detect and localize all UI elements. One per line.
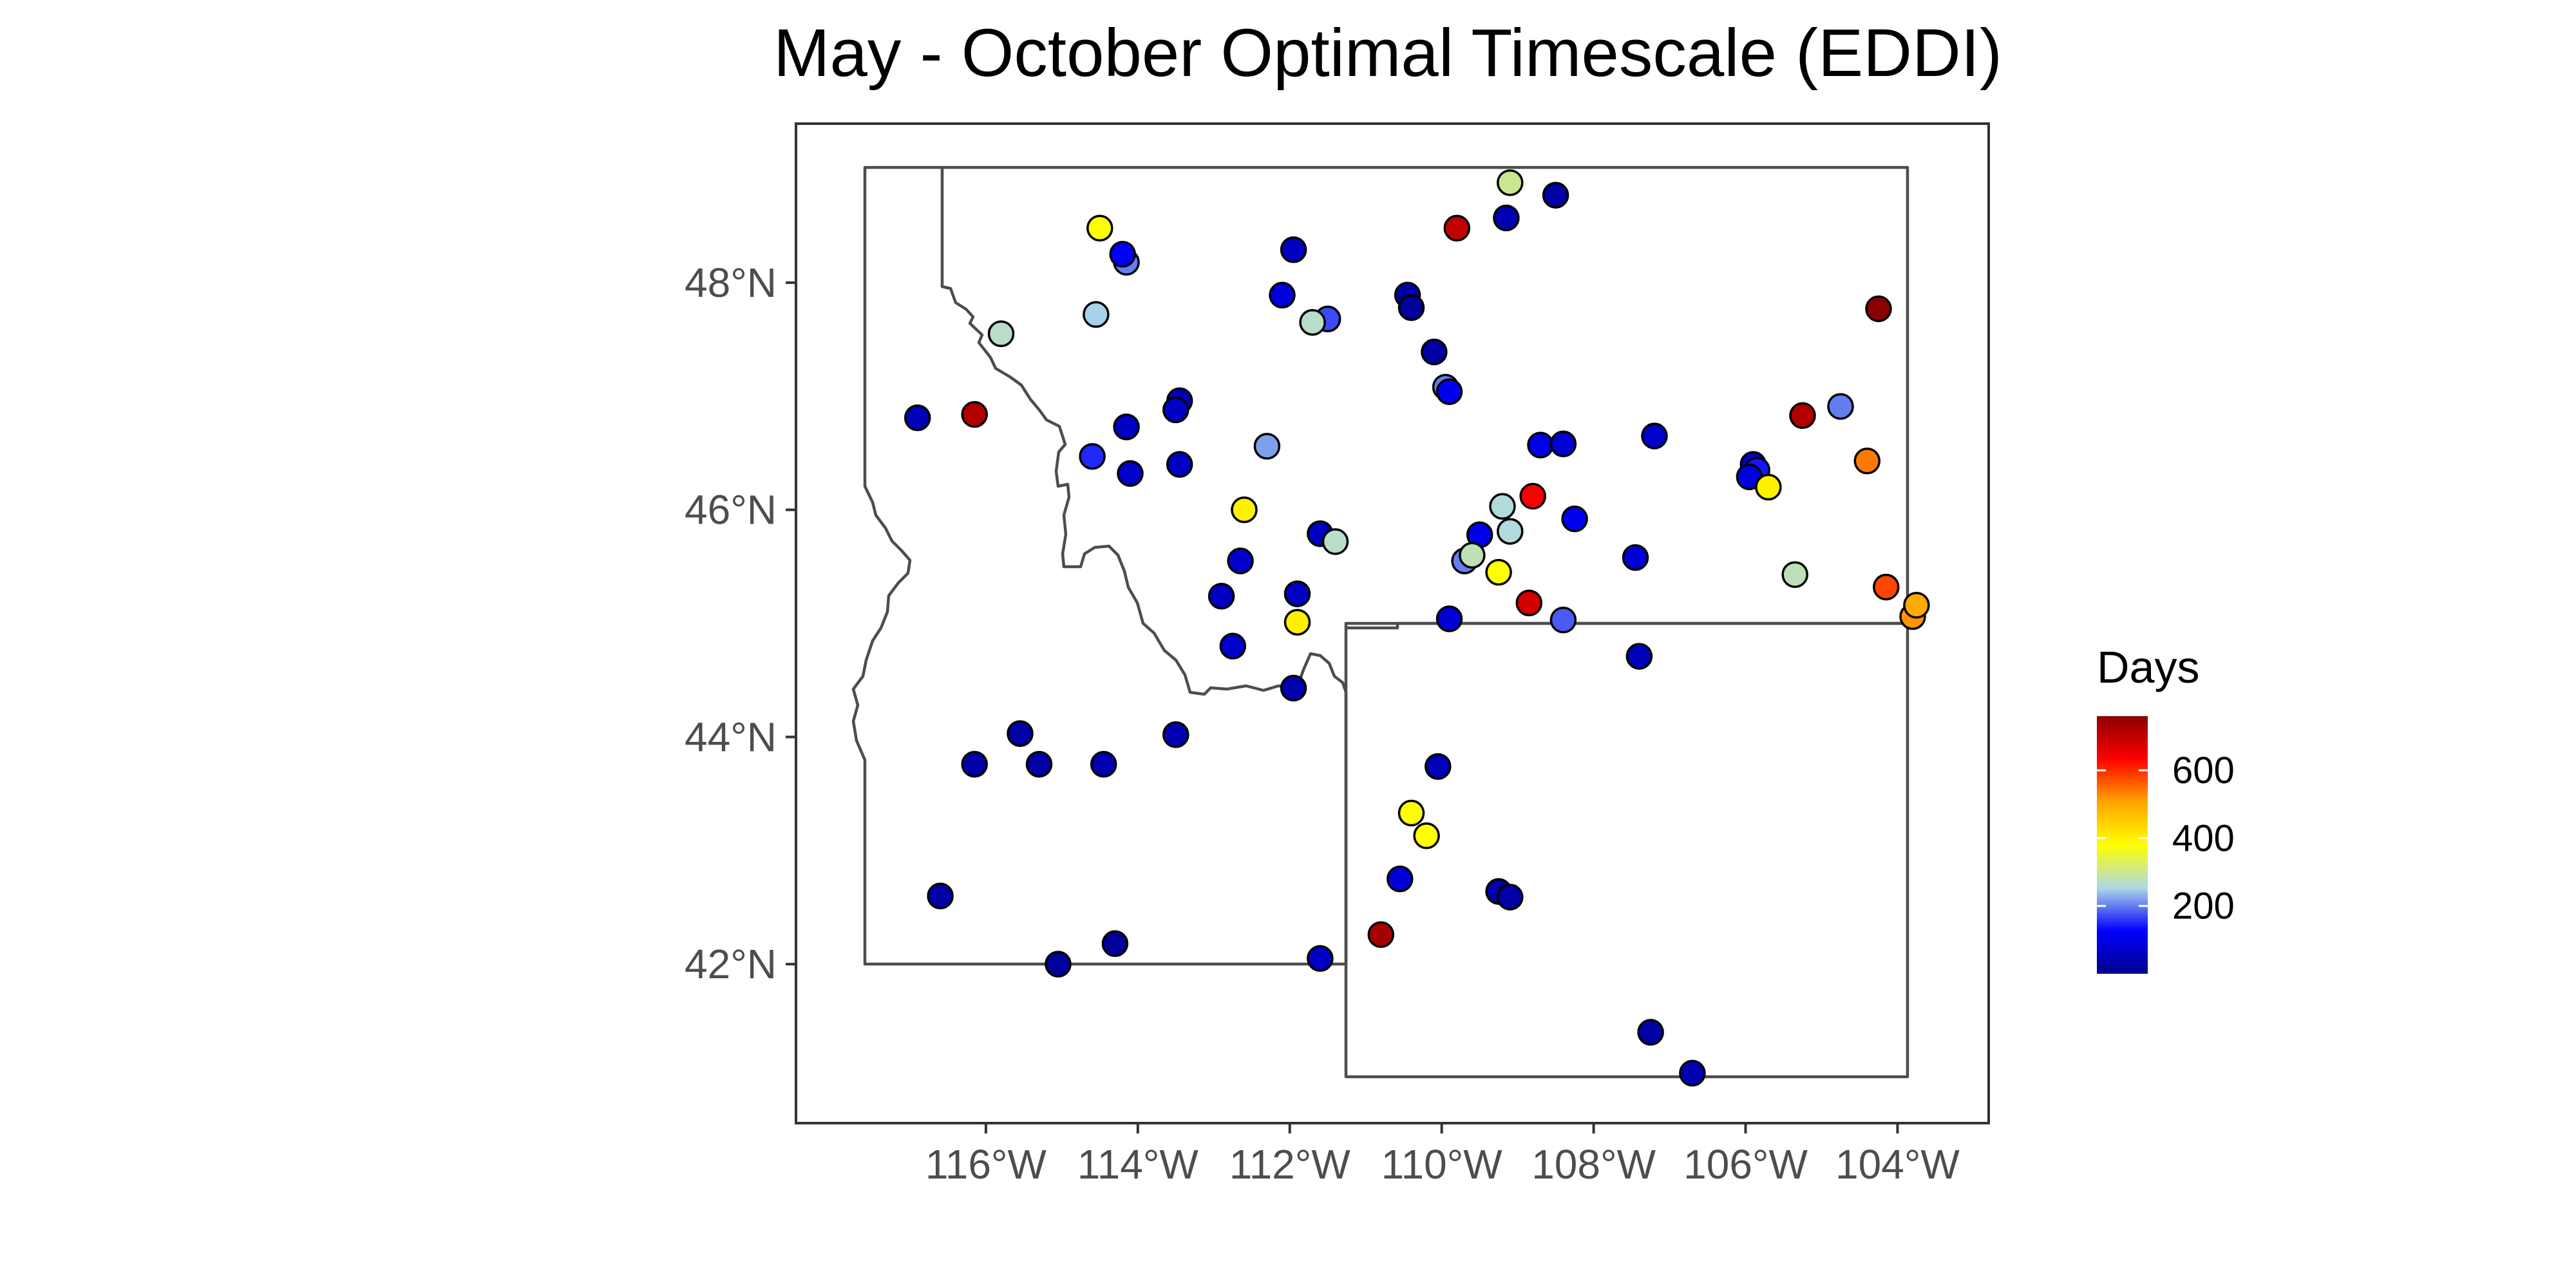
station-point [1280,236,1307,263]
x-axis: 116°W 114°W 112°W 110°W 108°W 106°W 104°W [925,1123,1960,1188]
station-point [1162,721,1189,748]
x-tick-label: 112°W [1229,1141,1351,1188]
x-tick-label: 108°W [1531,1141,1656,1188]
station-point [1079,442,1106,470]
x-tick-label: 114°W [1077,1141,1199,1188]
station-point [1641,422,1668,450]
station-point [1090,750,1117,778]
station-point [1109,241,1136,268]
station-point [1086,214,1113,242]
legend-label: 200 [2172,886,2235,927]
station-point [1253,433,1281,460]
station-point [1321,528,1349,555]
station-point [1637,1019,1664,1046]
station-point [1283,580,1311,607]
map-panel [795,122,1990,1124]
station-point [1162,396,1189,424]
station-point [1397,294,1425,321]
station-point [1435,378,1463,405]
idaho-outline [851,166,1348,966]
station-point [904,404,931,431]
station-point [1231,496,1258,524]
station-point [1865,295,1892,323]
state-boundaries [851,166,1909,1079]
station-point [1387,866,1414,893]
colorbar [2097,716,2148,974]
station-point [1549,430,1577,458]
legend-title: Days [2097,642,2199,692]
legend-label: 600 [2172,750,2235,791]
station-point [1789,402,1816,430]
x-tick-label: 106°W [1683,1141,1808,1188]
station-point [1622,544,1649,571]
station-point [1045,951,1072,978]
station-point [1280,674,1307,702]
station-point [961,750,988,778]
station-point [1435,605,1463,632]
station-point [1515,589,1543,617]
station-point [1113,413,1140,440]
station-point [1425,753,1452,780]
station-point [1873,573,1900,601]
station-point [1497,169,1524,196]
station-point [1527,431,1554,459]
station-point [1561,505,1588,533]
x-tick-label: 104°W [1835,1141,1960,1188]
station-point [1903,592,1930,619]
station-point [961,401,988,428]
station-point [987,320,1015,348]
station-point [1542,182,1569,209]
station-point [1307,945,1334,972]
y-tick-label: 48°N [685,260,777,306]
station-point [1208,582,1235,610]
station-point [1083,301,1110,328]
legend-label: 400 [2172,817,2235,859]
station-point [1007,720,1034,747]
station-point [1227,547,1254,574]
station-point [1413,822,1440,849]
station-point [1485,558,1512,586]
legend: Days 600 400 200 [2097,642,2235,974]
station-point [1101,930,1129,958]
station-point [1853,448,1881,475]
station-point [1489,493,1516,520]
station-point [1493,204,1520,232]
station-point [1549,606,1577,634]
x-tick-label: 110°W [1381,1141,1503,1188]
station-point [1117,460,1144,487]
station-point [1625,643,1653,670]
station-point [1519,482,1546,510]
station-point [1397,799,1425,827]
legend-ticks: 600 400 200 [2097,750,2235,927]
station-point [1269,281,1296,309]
station-point [1166,451,1193,478]
station-point [1459,542,1486,569]
station-point [1781,561,1808,588]
station-point [1219,632,1247,660]
station-point [1443,214,1471,242]
station-point [1827,393,1854,420]
station-point [1755,473,1782,501]
station-point [927,882,954,910]
x-tick-label: 116°W [925,1141,1047,1188]
station-point [1367,921,1395,948]
y-tick-label: 46°N [685,487,777,533]
map-title: May - October Optimal Timescale (EDDI) [773,15,2002,91]
station-point [1497,884,1524,911]
wyoming-outline [1344,621,1909,1079]
y-tick-label: 44°N [685,714,777,760]
station-point [1025,750,1053,778]
stations-layer [904,169,1930,1087]
station-point [1299,308,1326,336]
station-point [1283,609,1311,636]
y-tick-label: 42°N [685,941,777,987]
y-axis: 48°N 46°N 44°N 42°N [685,260,796,987]
station-point [1679,1059,1706,1087]
station-point [1421,338,1448,366]
station-point [1497,518,1524,545]
